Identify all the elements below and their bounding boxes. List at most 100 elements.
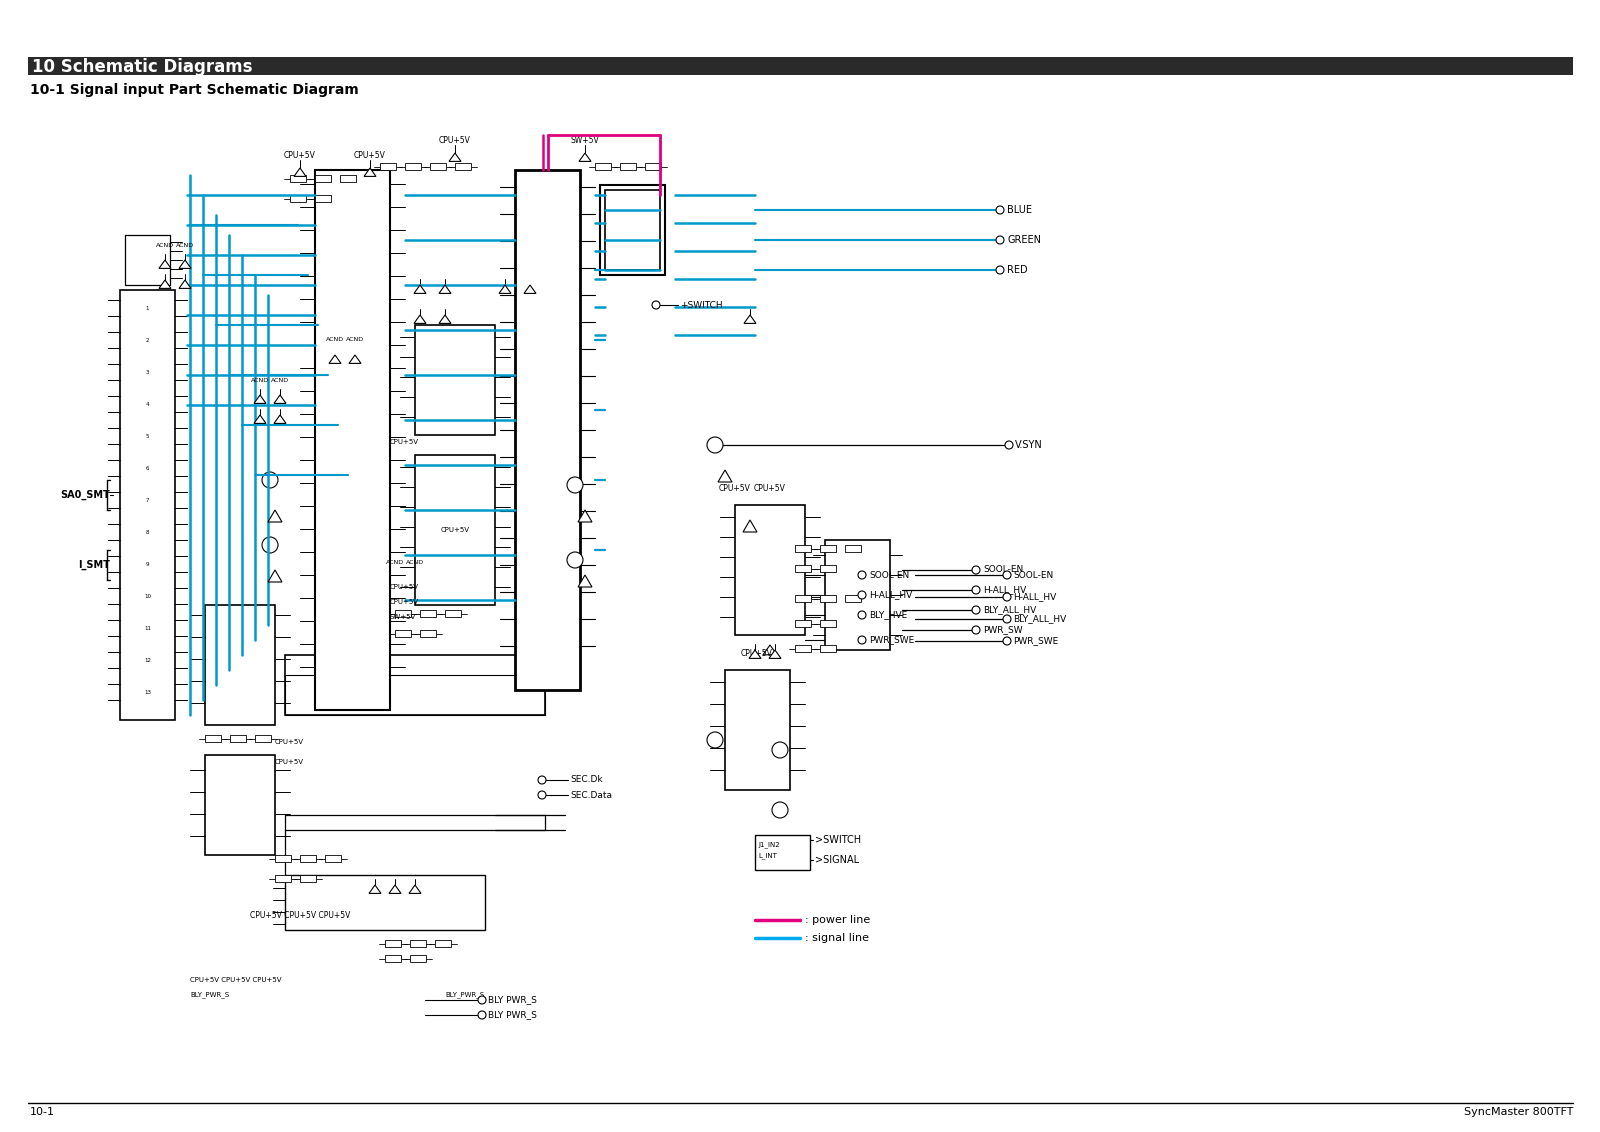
Polygon shape: [578, 575, 592, 588]
Text: BLY PWR_S: BLY PWR_S: [488, 995, 538, 1004]
Text: ACND: ACND: [176, 243, 194, 248]
Bar: [595, 163, 611, 170]
Bar: [290, 175, 306, 182]
Bar: [795, 565, 811, 572]
Text: ACND: ACND: [346, 337, 365, 342]
Circle shape: [538, 777, 546, 784]
Polygon shape: [770, 650, 781, 659]
Bar: [795, 620, 811, 627]
Bar: [419, 610, 435, 617]
Polygon shape: [718, 470, 733, 482]
Bar: [325, 855, 341, 861]
Polygon shape: [370, 885, 381, 893]
Text: CPU+5V: CPU+5V: [754, 484, 786, 494]
Text: CPU+5V: CPU+5V: [275, 739, 304, 745]
Polygon shape: [578, 511, 592, 522]
Bar: [205, 735, 221, 741]
Bar: [645, 163, 661, 170]
Bar: [755, 835, 810, 871]
Bar: [600, 185, 666, 275]
Text: SyncMaster 800TFT: SyncMaster 800TFT: [1464, 1107, 1573, 1117]
Text: CPU+5V: CPU+5V: [390, 584, 419, 590]
Circle shape: [566, 477, 582, 494]
Circle shape: [771, 741, 787, 758]
Text: +SWITCH: +SWITCH: [680, 300, 723, 309]
Polygon shape: [269, 511, 282, 522]
Text: SOOL-EN: SOOL-EN: [1013, 571, 1053, 580]
Circle shape: [973, 606, 979, 614]
Text: J1_IN2: J1_IN2: [758, 841, 779, 848]
Text: CPU+5V: CPU+5V: [390, 439, 419, 445]
Text: 10 Schematic Diagrams: 10 Schematic Diagrams: [32, 58, 253, 76]
Bar: [845, 595, 861, 602]
Text: SOOL-EN: SOOL-EN: [982, 566, 1024, 575]
Polygon shape: [763, 645, 778, 654]
Bar: [339, 175, 355, 182]
Circle shape: [995, 206, 1005, 214]
Circle shape: [995, 235, 1005, 245]
Circle shape: [1003, 615, 1011, 623]
Bar: [826, 540, 890, 650]
Bar: [125, 235, 170, 285]
Circle shape: [653, 301, 661, 309]
Polygon shape: [438, 285, 451, 293]
Bar: [795, 544, 811, 552]
Bar: [819, 620, 835, 627]
Bar: [275, 855, 291, 861]
Bar: [445, 610, 461, 617]
Text: 10-1 Signal input Part Schematic Diagram: 10-1 Signal input Part Schematic Diagram: [30, 83, 358, 97]
Bar: [315, 175, 331, 182]
Bar: [414, 325, 494, 435]
Text: BLY_HVE: BLY_HVE: [869, 610, 907, 619]
Text: 12: 12: [144, 658, 150, 662]
Text: CPU+5V: CPU+5V: [741, 649, 773, 658]
Circle shape: [973, 586, 979, 594]
Text: 6: 6: [146, 465, 149, 471]
Text: BLUE: BLUE: [1006, 205, 1032, 215]
Polygon shape: [274, 415, 286, 423]
Polygon shape: [744, 315, 757, 324]
Bar: [275, 875, 291, 882]
Text: BLY_ALL_HV: BLY_ALL_HV: [1013, 615, 1066, 624]
Bar: [405, 163, 421, 170]
Polygon shape: [525, 285, 536, 293]
Text: V.SYN: V.SYN: [1014, 440, 1043, 451]
Circle shape: [262, 472, 278, 488]
Bar: [845, 544, 861, 552]
Text: I_SMT: I_SMT: [78, 560, 110, 571]
Bar: [381, 163, 397, 170]
Text: RED: RED: [1006, 265, 1027, 275]
Text: SW+5V: SW+5V: [571, 136, 600, 145]
Text: H-ALL_HV: H-ALL_HV: [982, 585, 1026, 594]
Bar: [795, 595, 811, 602]
Text: CPU+5V: CPU+5V: [718, 484, 750, 494]
Text: ACND: ACND: [386, 560, 405, 565]
Polygon shape: [389, 885, 402, 893]
Bar: [414, 455, 494, 604]
Polygon shape: [414, 315, 426, 324]
Text: BLY_ALL_HV: BLY_ALL_HV: [982, 606, 1037, 615]
Polygon shape: [450, 153, 461, 162]
Bar: [621, 163, 637, 170]
Polygon shape: [749, 650, 762, 659]
Text: 11: 11: [144, 626, 150, 631]
Bar: [430, 163, 446, 170]
Polygon shape: [254, 415, 266, 423]
Text: CPU+5V: CPU+5V: [285, 151, 315, 160]
Circle shape: [1005, 441, 1013, 449]
Text: SA0_SMT: SA0_SMT: [61, 490, 110, 500]
Circle shape: [478, 1011, 486, 1019]
Circle shape: [566, 552, 582, 568]
Text: 13: 13: [144, 689, 150, 695]
Bar: [285, 875, 485, 931]
Bar: [386, 940, 402, 947]
Text: CPU+5V CPU+5V CPU+5V: CPU+5V CPU+5V CPU+5V: [250, 910, 350, 919]
Circle shape: [858, 571, 866, 578]
Bar: [725, 670, 790, 790]
Text: ACND: ACND: [251, 378, 269, 383]
Circle shape: [858, 636, 866, 644]
Bar: [205, 755, 275, 855]
Text: ACND: ACND: [270, 378, 290, 383]
Text: 4: 4: [146, 402, 149, 406]
Text: 2: 2: [146, 337, 149, 343]
